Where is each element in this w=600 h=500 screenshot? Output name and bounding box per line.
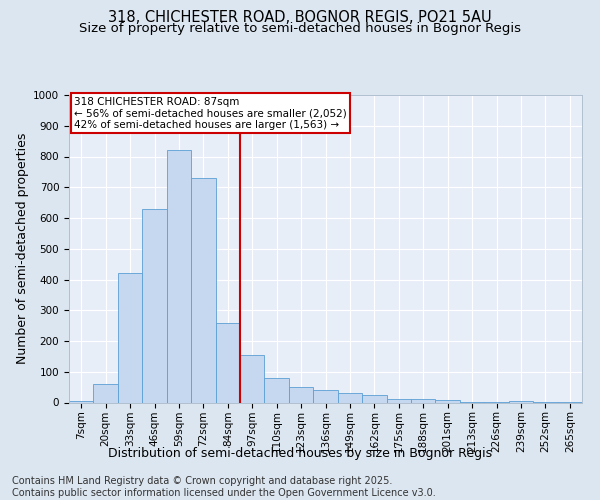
- Bar: [191, 178, 215, 402]
- Text: Size of property relative to semi-detached houses in Bognor Regis: Size of property relative to semi-detach…: [79, 22, 521, 35]
- Bar: [240, 355, 265, 403]
- Bar: [215, 322, 240, 402]
- Bar: [509, 401, 533, 402]
- Text: Distribution of semi-detached houses by size in Bognor Regis: Distribution of semi-detached houses by …: [108, 448, 492, 460]
- Bar: [69, 401, 94, 402]
- Bar: [289, 387, 313, 402]
- Bar: [436, 400, 460, 402]
- Bar: [386, 400, 411, 402]
- Text: 318, CHICHESTER ROAD, BOGNOR REGIS, PO21 5AU: 318, CHICHESTER ROAD, BOGNOR REGIS, PO21…: [108, 10, 492, 25]
- Text: Contains HM Land Registry data © Crown copyright and database right 2025.
Contai: Contains HM Land Registry data © Crown c…: [12, 476, 436, 498]
- Bar: [411, 400, 436, 402]
- Bar: [167, 150, 191, 402]
- Bar: [362, 395, 386, 402]
- Bar: [265, 378, 289, 402]
- Bar: [142, 209, 167, 402]
- Text: 318 CHICHESTER ROAD: 87sqm
← 56% of semi-detached houses are smaller (2,052)
42%: 318 CHICHESTER ROAD: 87sqm ← 56% of semi…: [74, 96, 347, 130]
- Bar: [313, 390, 338, 402]
- Y-axis label: Number of semi-detached properties: Number of semi-detached properties: [16, 133, 29, 364]
- Bar: [338, 394, 362, 402]
- Bar: [118, 274, 142, 402]
- Bar: [94, 384, 118, 402]
